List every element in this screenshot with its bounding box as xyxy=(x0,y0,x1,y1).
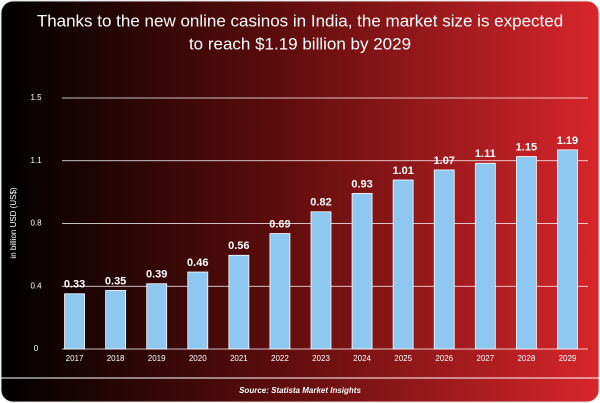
bar xyxy=(146,283,168,350)
value-label: 0.82 xyxy=(310,197,331,209)
x-tick-label: 2024 xyxy=(353,354,371,363)
y-tick-label: 0 xyxy=(34,344,39,353)
x-tick-label: 2025 xyxy=(394,354,412,363)
bar xyxy=(310,211,332,350)
x-tick-label: 2027 xyxy=(476,354,494,363)
y-axis-label: in billion USD (US$) xyxy=(9,187,18,258)
bar xyxy=(433,169,455,350)
x-tick-label: 2028 xyxy=(517,354,535,363)
value-label: 0.33 xyxy=(64,279,85,291)
y-tick-label: 0.8 xyxy=(30,219,42,228)
y-tick-label: 0.4 xyxy=(30,281,42,290)
value-label: 0.93 xyxy=(351,178,372,190)
x-tick-label: 2021 xyxy=(230,354,248,363)
value-label: 0.46 xyxy=(187,257,208,269)
x-tick-label: 2019 xyxy=(148,354,166,363)
value-label: 1.01 xyxy=(392,165,413,177)
value-label: 0.39 xyxy=(146,269,167,281)
x-tick-label: 2026 xyxy=(435,354,453,363)
bar xyxy=(64,293,85,350)
value-label: 0.69 xyxy=(269,218,290,230)
value-label: 1.15 xyxy=(516,141,537,153)
x-tick-label: 2023 xyxy=(312,354,330,363)
bar xyxy=(187,271,209,350)
x-tick-label: 2017 xyxy=(66,354,84,363)
source: Source: Statista Market Insights xyxy=(239,386,361,395)
chart-title: Thanks to the new online casinos in Indi… xyxy=(37,11,563,30)
bar xyxy=(474,162,496,350)
x-tick-label: 2020 xyxy=(189,354,207,363)
value-label: 0.56 xyxy=(228,240,249,252)
bar xyxy=(269,233,291,350)
bar xyxy=(392,179,414,350)
bar xyxy=(351,192,373,350)
y-tick-label: 1.1 xyxy=(30,156,42,165)
value-label: 1.07 xyxy=(434,155,455,167)
x-tick-label: 2018 xyxy=(107,354,125,363)
value-label: 1.11 xyxy=(475,148,496,160)
y-tick-label: 1.5 xyxy=(30,93,42,102)
bar xyxy=(515,156,537,350)
chart-subtitle: to reach $1.19 billion by 2029 xyxy=(189,34,411,53)
bar xyxy=(105,290,127,350)
value-label: 1.19 xyxy=(557,135,578,147)
x-tick-label: 2022 xyxy=(271,354,289,363)
bar xyxy=(557,149,578,350)
bar xyxy=(228,254,250,350)
x-tick-label: 2029 xyxy=(559,354,577,363)
value-label: 0.35 xyxy=(105,275,126,287)
